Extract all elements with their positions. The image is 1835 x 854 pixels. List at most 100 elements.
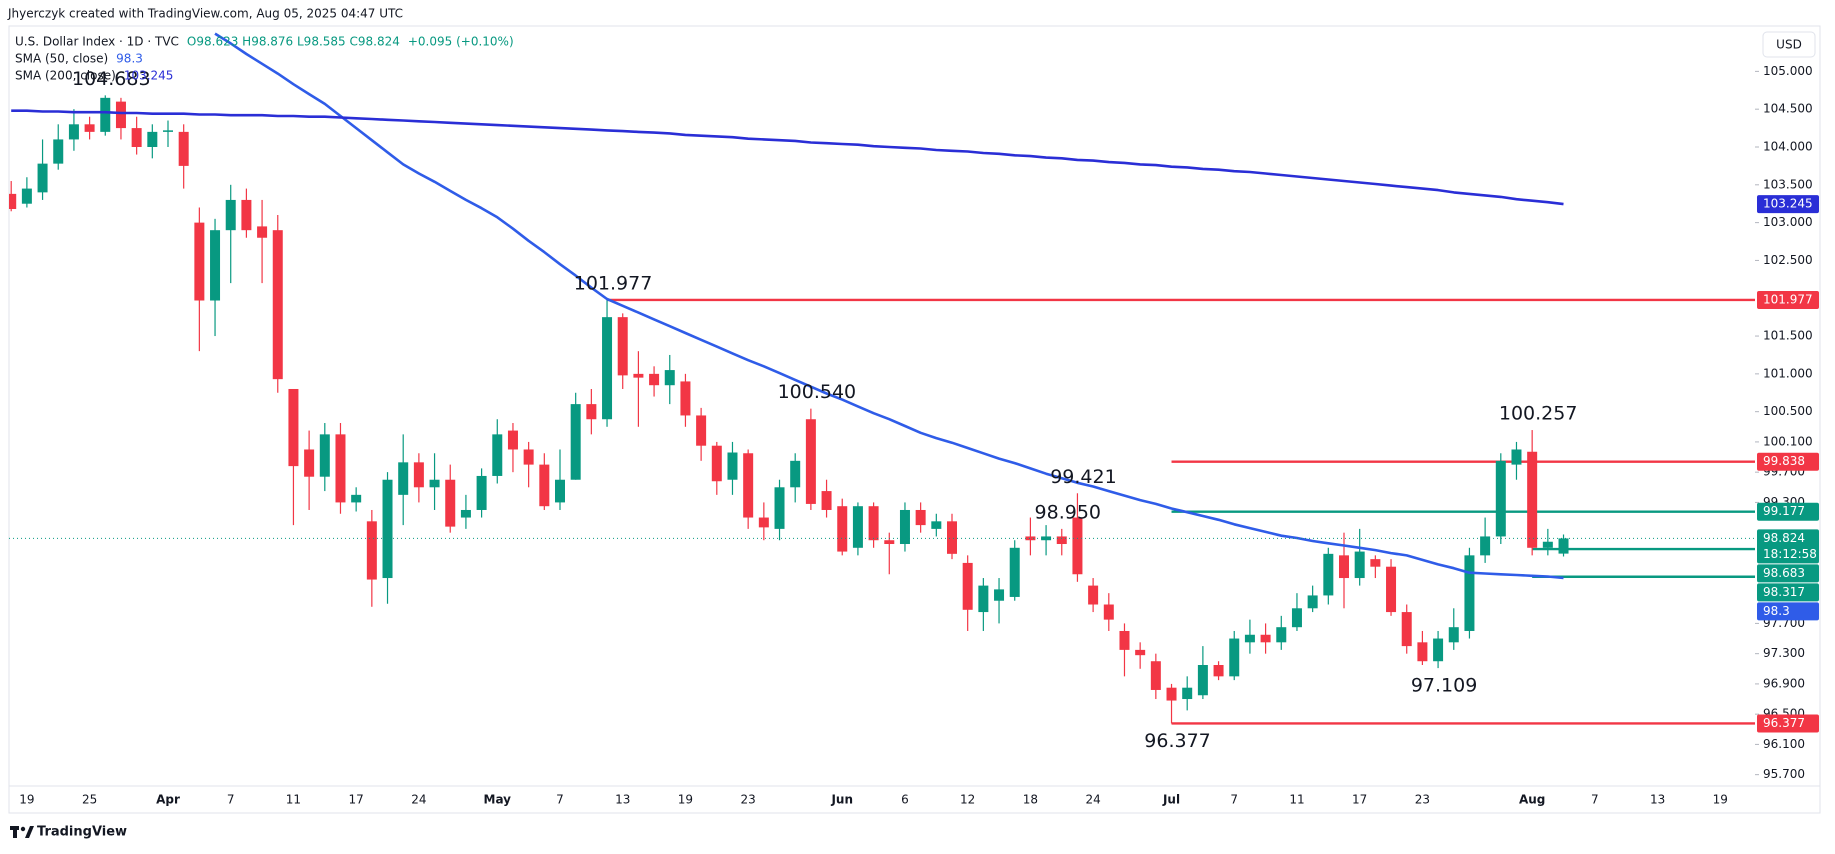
candle-body (664, 370, 675, 386)
watermark: Jhyerczyk created with TradingView.com, … (7, 7, 403, 21)
candle-body (774, 487, 785, 529)
price-axis-label-bg (1757, 195, 1819, 214)
candle-body (1495, 460, 1506, 537)
candle-body (272, 230, 283, 380)
x-tick-label: Jun (830, 793, 853, 807)
x-tick-label: 23 (741, 793, 756, 807)
candle-body (1197, 665, 1208, 696)
price-axis-label-text: 99.838 (1763, 454, 1805, 468)
candle-body (947, 521, 957, 554)
price-axis-label: 99.838 (1757, 452, 1819, 471)
price-annotation: 96.377 (1144, 730, 1210, 752)
x-tick-label: 11 (1289, 793, 1304, 807)
y-tick-label: 105.000 (1763, 64, 1813, 78)
price-annotation: 101.977 (574, 272, 653, 294)
price-axis-label-bg (1757, 452, 1819, 471)
candle-body (1527, 451, 1538, 548)
price-axis-label-bg (1757, 714, 1819, 733)
price-axis-label-text: 96.377 (1763, 716, 1805, 730)
candle-body (1276, 627, 1287, 643)
candle-body (1354, 551, 1365, 579)
price-axis-label: 98.3 (1757, 602, 1819, 621)
candle-body (633, 373, 644, 378)
x-tick-label: 12 (960, 793, 975, 807)
candle-body (100, 97, 111, 132)
candle-body (1542, 541, 1553, 548)
price-axis-label-text: 101.977 (1763, 292, 1813, 306)
price-axis-label-text: 98.3 (1763, 604, 1790, 618)
x-tick-label: 7 (1591, 793, 1599, 807)
price-axis-label: 98.317 (1757, 583, 1819, 602)
price-annotation: 104.683 (72, 68, 151, 90)
candle-body (147, 131, 158, 147)
y-tick-label: 104.500 (1763, 102, 1813, 116)
candle-body (1135, 649, 1146, 656)
candle-body (743, 453, 754, 518)
candle-body (241, 199, 252, 231)
candle-body (398, 462, 409, 495)
candle-body (1150, 661, 1161, 690)
price-annotation: 98.950 (1035, 501, 1101, 523)
candle-body (1480, 536, 1491, 556)
candle-body (115, 101, 126, 129)
candle-body (758, 517, 769, 528)
price-axis-label-text: 103.245 (1763, 197, 1813, 211)
candle-body (351, 494, 362, 503)
y-tick-label: 104.000 (1763, 139, 1813, 153)
x-tick-label: 13 (615, 793, 630, 807)
price-axis-label-text: 99.177 (1763, 504, 1805, 518)
candle-body (131, 128, 142, 147)
candle-body (617, 317, 628, 376)
price-axis-label: 103.245 (1757, 195, 1819, 214)
y-tick-label: 101.500 (1763, 329, 1813, 343)
brand-name: TradingView (37, 825, 127, 840)
x-tick-label: 19 (1713, 793, 1728, 807)
candle-body (304, 449, 315, 477)
x-tick-label: 19 (678, 793, 693, 807)
candle-body (821, 491, 832, 510)
x-tick-label: 24 (1085, 793, 1100, 807)
candle-body (1307, 595, 1318, 609)
candle-body (1088, 585, 1099, 605)
legend-name: SMA (200, close) (15, 69, 116, 83)
x-tick-label: 7 (556, 793, 564, 807)
x-tick-label: May (484, 793, 512, 807)
y-tick-label: 101.000 (1763, 366, 1813, 380)
candle-body (1386, 566, 1397, 613)
x-tick-label: 7 (227, 793, 235, 807)
candle-body (1464, 555, 1475, 631)
plot-area (9, 32, 1755, 725)
x-tick-label: 17 (349, 793, 364, 807)
y-tick-label: 103.500 (1763, 177, 1813, 191)
currency-label[interactable]: USD (1776, 38, 1802, 52)
candle-body (1417, 642, 1428, 662)
y-tick-label: 96.900 (1763, 676, 1805, 690)
candle-body (257, 226, 268, 238)
candle-body (978, 585, 989, 613)
candle-body (962, 562, 973, 610)
candle-body (476, 475, 487, 510)
candle-body (1009, 547, 1020, 597)
candle-body (805, 419, 816, 504)
legend-value: 103.245 (124, 69, 174, 83)
candle-body (570, 404, 581, 480)
currency-button[interactable] (1762, 31, 1816, 58)
y-tick-label: 100.100 (1763, 434, 1813, 448)
candle-body (1213, 665, 1224, 677)
x-tick-label: 11 (286, 793, 301, 807)
candle-body (507, 430, 518, 450)
candle-body (790, 460, 801, 488)
candle-body (382, 479, 393, 579)
price-axis-label-text: 98.683 (1763, 566, 1805, 580)
price-axis-label-bg (1757, 502, 1819, 521)
candle-body (37, 163, 48, 193)
candle-body (178, 131, 189, 166)
candle-body (288, 388, 299, 467)
candle-body (413, 462, 424, 488)
candle-body (696, 415, 707, 446)
candle-body (163, 130, 173, 132)
candle-body (1448, 627, 1459, 643)
x-tick-label: 23 (1415, 793, 1430, 807)
candle-body (1370, 559, 1381, 567)
